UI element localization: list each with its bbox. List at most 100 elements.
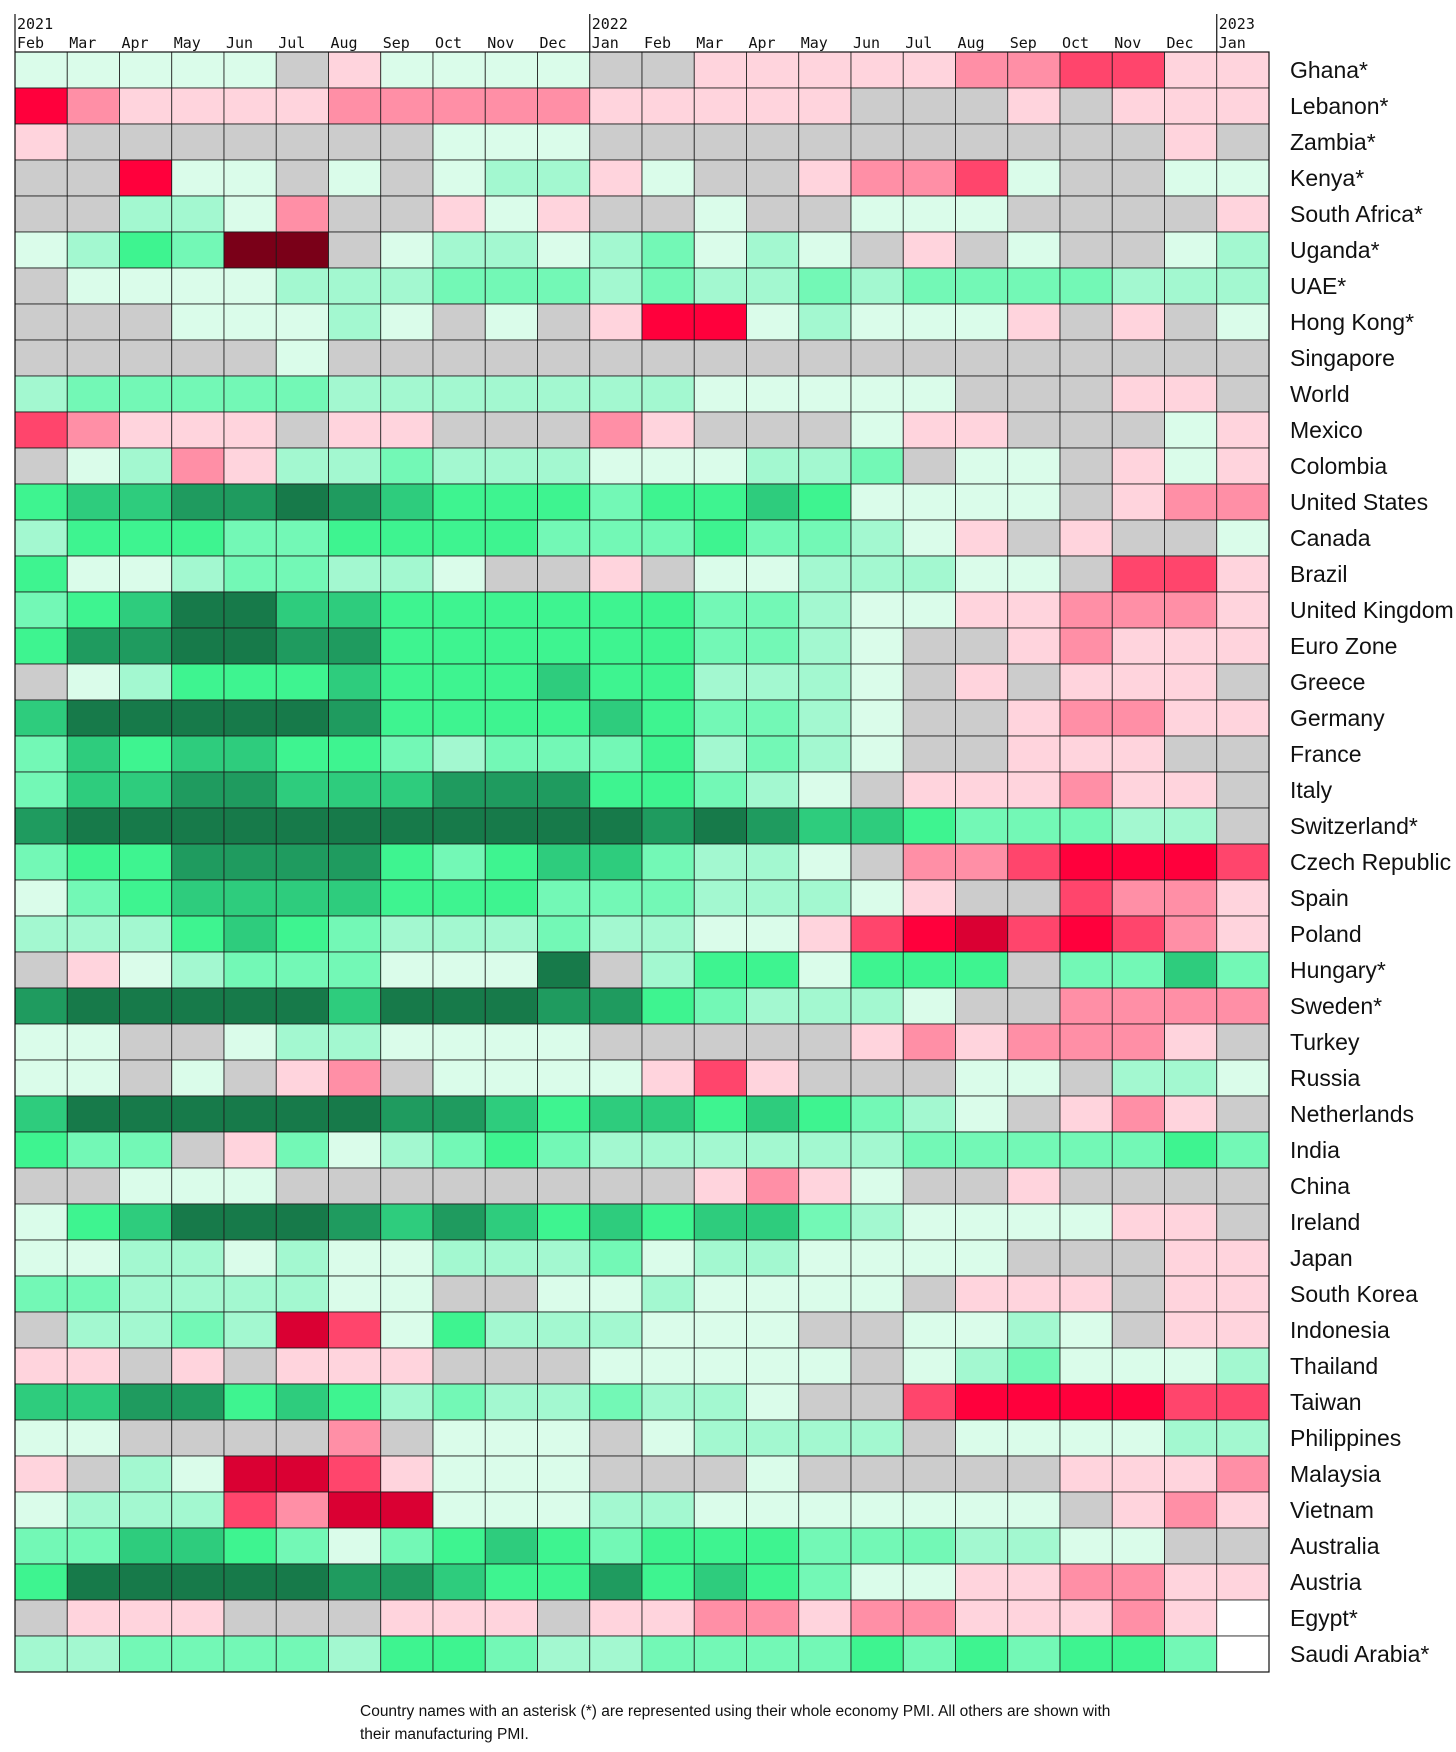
- heatmap-cell: [798, 411, 852, 449]
- heatmap-cell: [1216, 1239, 1270, 1277]
- heatmap-cell: [1007, 1311, 1061, 1349]
- heatmap-cell: [171, 267, 225, 305]
- heatmap-cell: [223, 447, 277, 485]
- heatmap-cell: [589, 843, 643, 881]
- heatmap-cell: [1111, 1167, 1165, 1205]
- heatmap-cell: [955, 915, 1009, 953]
- heatmap-cell: [537, 1167, 591, 1205]
- heatmap-cell: [432, 1491, 486, 1529]
- heatmap-cell: [171, 1131, 225, 1169]
- heatmap-cell: [275, 627, 329, 665]
- heatmap-cell: [275, 735, 329, 773]
- heatmap-cell: [171, 195, 225, 233]
- country-label: Philippines: [1290, 1425, 1401, 1451]
- heatmap-cell: [171, 483, 225, 521]
- heatmap-cell: [14, 951, 68, 989]
- heatmap-cell: [589, 1167, 643, 1205]
- heatmap-cell: [955, 1059, 1009, 1097]
- heatmap-cell: [275, 879, 329, 917]
- heatmap-cell: [1059, 1563, 1113, 1601]
- heatmap-cell: [66, 411, 120, 449]
- heatmap-cell: [641, 483, 695, 521]
- heatmap-cell: [537, 195, 591, 233]
- heatmap-cell: [380, 123, 434, 161]
- heatmap-cell: [14, 195, 68, 233]
- heatmap-cell: [275, 123, 329, 161]
- heatmap-cell: [746, 591, 800, 629]
- heatmap-cell: [223, 519, 277, 557]
- month-tick-label: Mar: [69, 34, 96, 52]
- heatmap-cell: [1216, 1095, 1270, 1133]
- heatmap-cell: [119, 303, 173, 341]
- heatmap-cell: [1059, 375, 1113, 413]
- heatmap-cell: [14, 375, 68, 413]
- heatmap-cell: [589, 1563, 643, 1601]
- heatmap-cell: [1007, 1455, 1061, 1493]
- heatmap-cell: [641, 591, 695, 629]
- heatmap-cell: [432, 411, 486, 449]
- heatmap-cell: [119, 1059, 173, 1097]
- heatmap-cell: [537, 339, 591, 377]
- heatmap-cell: [798, 1023, 852, 1061]
- heatmap-cell: [537, 699, 591, 737]
- heatmap-cell: [380, 951, 434, 989]
- heatmap-cell: [119, 879, 173, 917]
- heatmap-cell: [798, 735, 852, 773]
- heatmap-cell: [537, 627, 591, 665]
- heatmap-cell: [328, 1491, 382, 1529]
- heatmap-cell: [693, 591, 747, 629]
- heatmap-cell: [119, 1167, 173, 1205]
- heatmap-cell: [641, 663, 695, 701]
- heatmap-cell: [119, 159, 173, 197]
- heatmap-cell: [275, 987, 329, 1025]
- heatmap-cell: [1059, 267, 1113, 305]
- heatmap-cell: [1007, 51, 1061, 89]
- heatmap-cell: [171, 1275, 225, 1313]
- heatmap-cell: [589, 159, 643, 197]
- month-tick-label: Dec: [540, 34, 567, 52]
- heatmap-cell: [537, 663, 591, 701]
- heatmap-cell: [171, 1239, 225, 1277]
- heatmap-cell: [1164, 807, 1218, 845]
- heatmap-cell: [537, 1023, 591, 1061]
- heatmap-cell: [380, 1383, 434, 1421]
- heatmap-cell: [693, 915, 747, 953]
- heatmap-cell: [66, 1131, 120, 1169]
- heatmap-cell: [850, 807, 904, 845]
- heatmap-cell: [746, 1023, 800, 1061]
- heatmap-cell: [119, 807, 173, 845]
- heatmap-cell: [380, 663, 434, 701]
- heatmap-cell: [537, 87, 591, 125]
- heatmap-cell: [641, 1275, 695, 1313]
- heatmap-cell: [484, 663, 538, 701]
- heatmap-cell: [1216, 1167, 1270, 1205]
- heatmap-cell: [1164, 303, 1218, 341]
- heatmap-cell: [1164, 1131, 1218, 1169]
- heatmap-cell: [432, 1311, 486, 1349]
- heatmap-cell: [746, 375, 800, 413]
- heatmap-cell: [1111, 555, 1165, 593]
- heatmap-cell: [850, 951, 904, 989]
- heatmap-cell: [432, 1383, 486, 1421]
- heatmap-cell: [119, 51, 173, 89]
- heatmap-cell: [275, 663, 329, 701]
- heatmap-cell: [589, 915, 643, 953]
- heatmap-cell: [955, 195, 1009, 233]
- heatmap-cell: [693, 519, 747, 557]
- heatmap-cell: [1164, 627, 1218, 665]
- heatmap-cell: [223, 1095, 277, 1133]
- heatmap-cell: [1059, 1167, 1113, 1205]
- heatmap-cell: [693, 411, 747, 449]
- heatmap-cell: [746, 1383, 800, 1421]
- heatmap-cell: [275, 1167, 329, 1205]
- heatmap-cell: [902, 1203, 956, 1241]
- heatmap-cell: [902, 1059, 956, 1097]
- heatmap-cell: [746, 915, 800, 953]
- heatmap-cell: [955, 627, 1009, 665]
- heatmap-cell: [119, 843, 173, 881]
- heatmap-cell: [850, 375, 904, 413]
- heatmap-cell: [171, 375, 225, 413]
- heatmap-cell: [328, 1131, 382, 1169]
- heatmap-cell: [955, 1311, 1009, 1349]
- heatmap-cell: [1007, 159, 1061, 197]
